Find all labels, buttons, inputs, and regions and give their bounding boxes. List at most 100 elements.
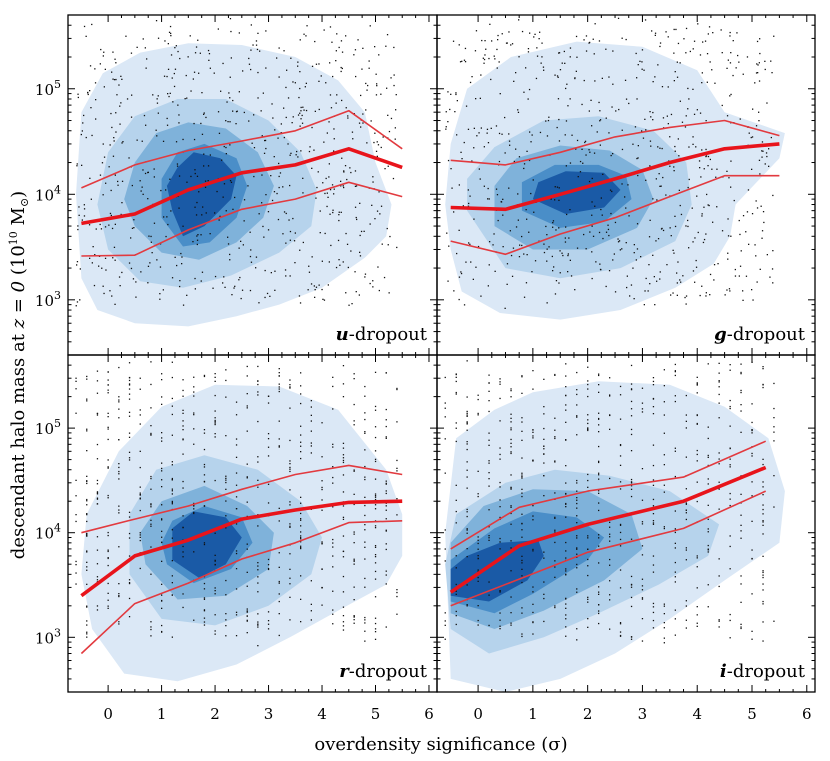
- scatter-point: [762, 533, 764, 535]
- scatter-point: [583, 233, 585, 236]
- scatter-point: [342, 518, 345, 520]
- scatter-point: [321, 480, 323, 482]
- scatter-point: [473, 218, 475, 220]
- scatter-point: [554, 436, 556, 438]
- scatter-point: [483, 185, 485, 187]
- scatter-point: [707, 544, 709, 547]
- scatter-point: [257, 621, 259, 623]
- scatter-point: [193, 619, 195, 621]
- scatter-point: [718, 417, 720, 419]
- scatter-point: [267, 438, 270, 440]
- scatter-point: [674, 634, 676, 636]
- scatter-point: [176, 163, 179, 165]
- scatter-point: [278, 388, 280, 390]
- scatter-point: [521, 375, 523, 377]
- scatter-point: [128, 432, 131, 434]
- scatter-point: [299, 71, 301, 73]
- scatter-point: [740, 389, 742, 392]
- scatter-point: [257, 420, 259, 423]
- scatter-point: [685, 559, 687, 561]
- scatter-point: [696, 449, 698, 452]
- scatter-point: [366, 142, 368, 144]
- scatter-point: [344, 165, 347, 167]
- scatter-point: [499, 628, 501, 630]
- scatter-point: [340, 185, 342, 187]
- scatter-point: [598, 424, 600, 426]
- scatter-point: [145, 124, 147, 126]
- scatter-point: [674, 450, 676, 452]
- scatter-point: [466, 414, 468, 416]
- scatter-point: [587, 383, 589, 386]
- scatter-point: [136, 46, 138, 48]
- scatter-point: [659, 42, 662, 44]
- scatter-point: [532, 459, 534, 461]
- scatter-point: [477, 470, 479, 472]
- scatter-point: [139, 534, 141, 536]
- scatter-point: [261, 202, 263, 204]
- scatter-point: [162, 140, 165, 142]
- scatter-point: [676, 294, 678, 296]
- scatter-point: [762, 211, 765, 213]
- scatter-point: [707, 363, 709, 365]
- x-tick-label: 4: [317, 705, 327, 723]
- scatter-point: [685, 303, 687, 305]
- scatter-point: [636, 157, 638, 160]
- scatter-point: [218, 132, 221, 134]
- upper-percentile-line: [81, 109, 403, 189]
- scatter-point: [311, 65, 314, 67]
- scatter-point: [318, 80, 320, 82]
- scatter-point: [195, 214, 198, 216]
- scatter-point: [674, 581, 676, 583]
- scatter-point: [488, 594, 490, 596]
- scatter-point: [267, 623, 270, 625]
- scatter-point: [329, 26, 332, 28]
- scatter-point: [342, 516, 345, 518]
- scatter-point: [170, 35, 172, 37]
- scatter-point: [300, 106, 302, 109]
- scatter-point: [343, 186, 345, 189]
- scatter-point: [182, 425, 184, 427]
- scatter-point: [96, 576, 99, 578]
- scatter-point: [617, 241, 620, 243]
- scatter-point: [696, 614, 698, 616]
- scatter-point: [489, 23, 491, 25]
- scatter-point: [772, 282, 774, 284]
- scatter-point: [90, 198, 92, 200]
- scatter-point: [528, 231, 530, 233]
- scatter-point: [641, 597, 644, 599]
- scatter-point: [675, 28, 677, 31]
- scatter-point: [707, 478, 709, 480]
- scatter-point: [178, 122, 180, 124]
- scatter-point: [214, 376, 216, 378]
- scatter-point: [466, 429, 468, 431]
- scatter-point: [364, 449, 366, 451]
- scatter-point: [396, 467, 398, 469]
- scatter-point: [323, 29, 325, 31]
- scatter-point: [488, 432, 490, 434]
- scatter-point: [456, 134, 458, 136]
- scatter-point: [501, 133, 503, 135]
- scatter-point: [120, 75, 122, 77]
- scatter-point: [687, 219, 689, 222]
- scatter-point: [532, 519, 534, 521]
- scatter-point: [359, 234, 361, 237]
- scatter-point: [641, 408, 644, 410]
- scatter-point: [300, 434, 302, 436]
- scatter-point: [718, 402, 720, 404]
- scatter-point: [499, 499, 501, 501]
- scatter-point: [718, 372, 720, 374]
- scatter-point: [674, 225, 677, 228]
- scatter-point: [576, 639, 578, 641]
- scatter-point: [228, 92, 230, 94]
- scatter-point: [203, 609, 206, 611]
- scatter-point: [271, 199, 274, 202]
- scatter-point: [619, 394, 622, 396]
- scatter-point: [209, 233, 211, 235]
- scatter-point: [128, 388, 131, 390]
- scatter-point: [546, 260, 548, 262]
- scatter-point: [627, 184, 629, 186]
- scatter-point: [510, 421, 512, 423]
- scatter-point: [76, 261, 79, 263]
- scatter-point: [310, 619, 312, 621]
- scatter-points: [444, 360, 775, 644]
